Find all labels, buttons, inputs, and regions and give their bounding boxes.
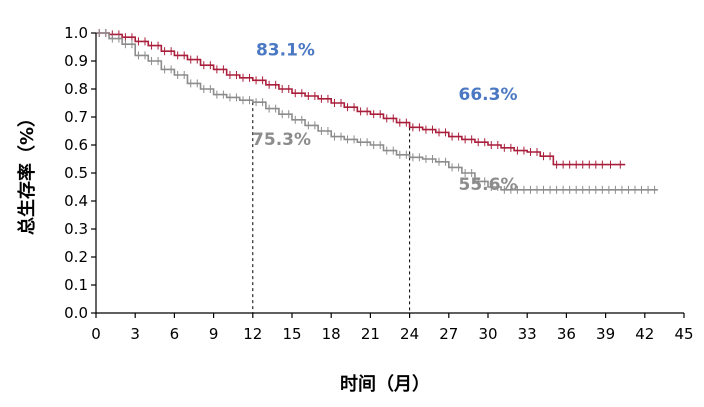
series-layer: [96, 29, 658, 194]
x-tick-label: 9: [209, 325, 219, 343]
y-ticks: 0.0 0.1 0.2 0.3 0.4 0.5 0.6 0.7 0.8 0.9 1.0: [64, 24, 96, 322]
y-tick-label: 0.9: [64, 52, 88, 70]
x-tick-label: 27: [439, 325, 458, 343]
y-tick-label: 0.8: [64, 80, 88, 98]
x-tick-label: 30: [478, 325, 497, 343]
y-tick-label: 0.2: [64, 248, 88, 266]
x-tick-label: 42: [635, 325, 654, 343]
y-tick-label: 0.4: [64, 192, 88, 210]
x-tick-label: 3: [130, 325, 140, 343]
annotation-label: 83.1%: [256, 40, 315, 60]
x-tick-label: 45: [674, 325, 693, 343]
y-tick-label: 0.3: [64, 220, 88, 238]
annotation-label: 55.6%: [459, 175, 518, 195]
x-tick-label: 36: [557, 325, 576, 343]
reference-lines: [252, 102, 411, 313]
x-tick-label: 6: [170, 325, 180, 343]
y-tick-label: 0.5: [64, 164, 88, 182]
annotations: 83.1% 66.3% 75.3% 55.6%: [252, 40, 517, 194]
survival-curve-2: [96, 32, 658, 191]
x-tick-label: 24: [400, 325, 419, 343]
x-tick-label: 39: [596, 325, 615, 343]
x-tick-label: 0: [91, 325, 101, 343]
annotation-label: 75.3%: [252, 130, 311, 150]
x-tick-label: 12: [243, 325, 262, 343]
y-tick-label: 0.0: [64, 304, 88, 322]
x-tick-label: 33: [518, 325, 537, 343]
x-tick-label: 15: [282, 325, 301, 343]
y-tick-label: 1.0: [64, 24, 88, 42]
y-tick-label: 0.1: [64, 276, 88, 294]
x-axis-title: 时间（月）: [340, 374, 430, 395]
y-axis-title: 总生存率（%）: [16, 109, 38, 235]
x-tick-label: 18: [322, 325, 341, 343]
axes: 0 3 6 9 12 15 18 21 24 27 30 33 36 39 42 45 0.00.10.20.…: [64, 24, 693, 343]
survival-curve-1: [96, 32, 626, 166]
y-tick-label: 0.6: [64, 136, 88, 154]
x-tick-label: 21: [361, 325, 380, 343]
x-ticks: 0 3 6 9 12 15 18 21 24 27 30 33 36 39 42 45: [91, 313, 694, 343]
annotation-label: 66.3%: [459, 85, 518, 105]
y-tick-label: 0.7: [64, 108, 88, 126]
